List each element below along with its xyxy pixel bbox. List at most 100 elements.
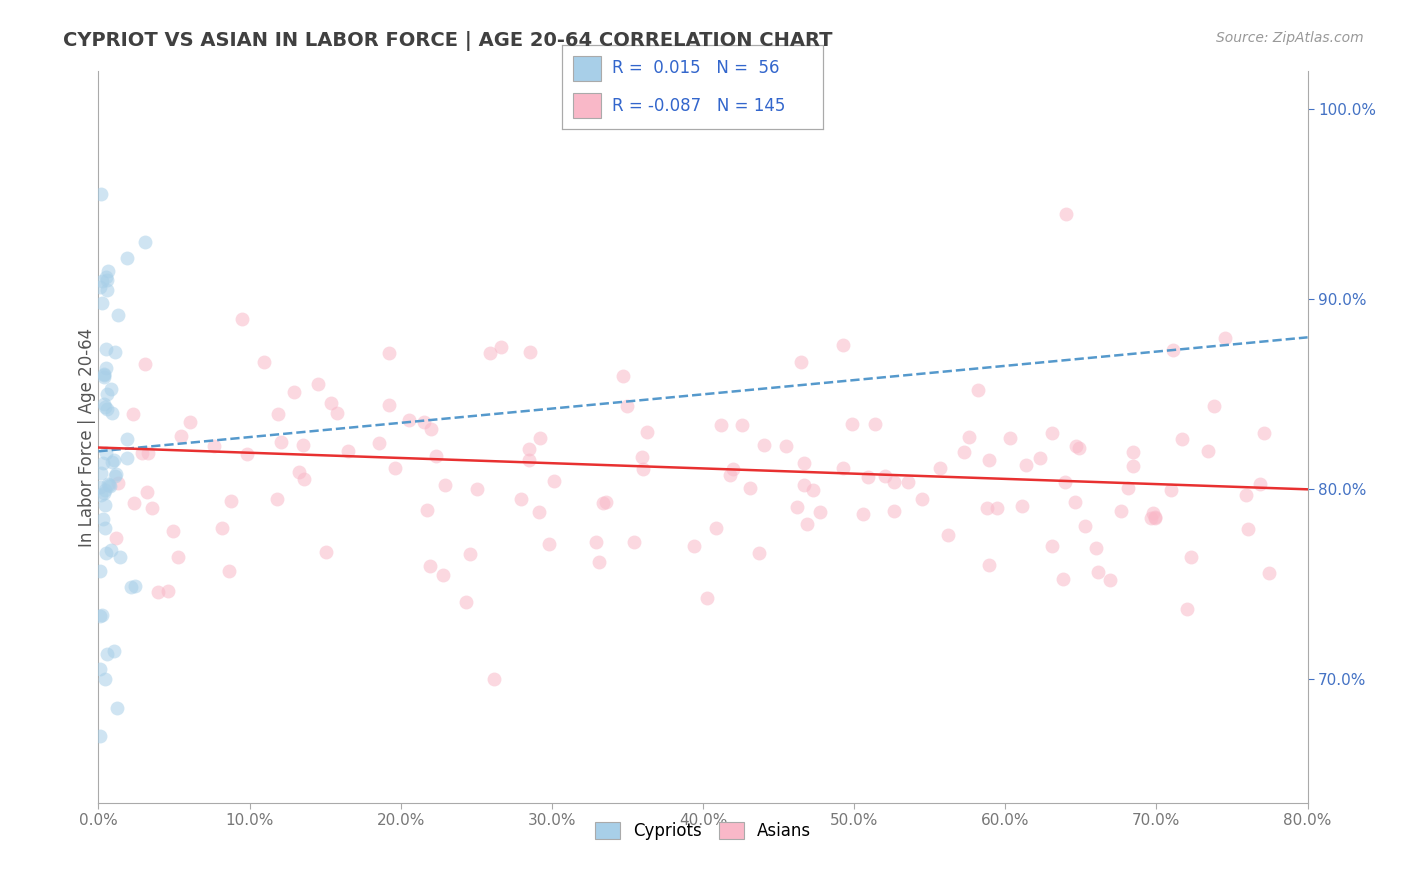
Point xyxy=(831,460,853,475)
Point xyxy=(748,545,770,559)
Point xyxy=(91,511,114,525)
Point xyxy=(986,501,1008,516)
Point xyxy=(1028,450,1050,465)
Point xyxy=(89,280,111,294)
Point xyxy=(796,516,818,531)
Text: R = -0.087   N = 145: R = -0.087 N = 145 xyxy=(612,96,785,114)
Point xyxy=(122,407,145,421)
Point xyxy=(1161,343,1184,357)
Point xyxy=(169,429,191,443)
Point xyxy=(1257,566,1279,580)
Point xyxy=(1237,522,1260,536)
Point xyxy=(1098,573,1121,587)
Point xyxy=(96,401,118,416)
Point xyxy=(1085,541,1108,555)
Point xyxy=(793,477,815,491)
Point xyxy=(419,559,441,574)
Point xyxy=(730,417,752,432)
Point xyxy=(863,417,886,431)
Point xyxy=(117,251,139,265)
Point xyxy=(1073,519,1095,533)
Point xyxy=(1015,458,1038,472)
Point xyxy=(467,482,489,496)
Point xyxy=(710,418,733,433)
Point xyxy=(283,385,305,400)
Point xyxy=(1040,539,1063,553)
Point xyxy=(1087,566,1109,580)
Point xyxy=(588,555,610,569)
Point xyxy=(103,453,125,467)
Point xyxy=(367,436,389,450)
Point xyxy=(97,264,120,278)
Point xyxy=(977,558,1000,573)
Point xyxy=(94,360,117,375)
Point xyxy=(96,387,118,401)
Point xyxy=(416,503,439,517)
Point xyxy=(115,450,138,465)
Point xyxy=(529,431,551,445)
Point xyxy=(252,355,274,369)
Point xyxy=(378,398,401,412)
Point xyxy=(231,312,253,326)
Point xyxy=(90,274,112,288)
Point xyxy=(91,456,114,470)
Point xyxy=(156,583,179,598)
Point xyxy=(288,465,311,479)
Point xyxy=(336,444,359,458)
Point xyxy=(585,535,607,549)
Point xyxy=(94,521,117,535)
Point xyxy=(957,430,980,444)
Point xyxy=(543,475,565,489)
Point xyxy=(752,438,775,452)
Point xyxy=(117,432,139,446)
Point xyxy=(94,546,117,560)
Point xyxy=(141,500,163,515)
Point xyxy=(89,662,111,676)
Point xyxy=(96,273,118,287)
Point xyxy=(96,283,118,297)
Point xyxy=(718,468,741,483)
Point xyxy=(413,415,436,429)
Point xyxy=(1109,503,1132,517)
Point xyxy=(883,475,905,489)
Point xyxy=(682,539,704,553)
Point xyxy=(704,521,727,535)
Point xyxy=(631,450,654,465)
Point xyxy=(623,535,645,549)
Point xyxy=(808,505,831,519)
Point xyxy=(107,475,129,490)
Point xyxy=(89,480,111,494)
Point xyxy=(122,495,145,509)
Point xyxy=(1122,445,1144,459)
Point xyxy=(308,376,330,391)
Point xyxy=(458,547,481,561)
Point xyxy=(134,235,156,250)
Point xyxy=(105,467,128,481)
Point xyxy=(131,445,153,459)
Point xyxy=(167,549,190,564)
Point xyxy=(433,478,456,492)
Point xyxy=(104,532,127,546)
Point xyxy=(1249,477,1271,491)
Text: Source: ZipAtlas.com: Source: ZipAtlas.com xyxy=(1216,31,1364,45)
Point xyxy=(100,382,122,396)
Point xyxy=(105,701,128,715)
Point xyxy=(1064,494,1087,508)
Point xyxy=(94,673,117,687)
Point xyxy=(292,438,315,452)
Point xyxy=(1143,510,1166,524)
Point xyxy=(738,481,761,495)
Point xyxy=(179,415,201,429)
Point xyxy=(1040,425,1063,440)
Point xyxy=(378,346,401,360)
Point xyxy=(856,470,879,484)
Point xyxy=(616,399,638,413)
Point xyxy=(425,449,447,463)
Point xyxy=(897,475,920,490)
Point xyxy=(94,270,117,285)
Point xyxy=(1067,441,1090,455)
Point xyxy=(93,368,115,382)
Point xyxy=(91,607,114,622)
Point xyxy=(326,406,349,420)
Point xyxy=(1171,432,1194,446)
